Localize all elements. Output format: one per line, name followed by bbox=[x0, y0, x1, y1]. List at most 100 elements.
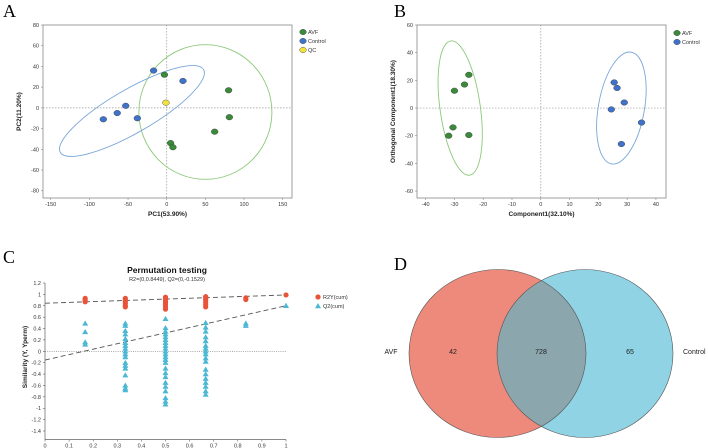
data-point-q2 bbox=[162, 394, 169, 401]
panel-a-pca: -150 -100 -50 0 50 100 150 -80 -60 -40 -20 0 20 40 60 8… bbox=[16, 23, 326, 218]
legend-marker-avf bbox=[673, 30, 681, 36]
x-tick-label: 20 bbox=[595, 202, 601, 208]
data-point-q2 bbox=[122, 322, 129, 328]
data-point-avf bbox=[465, 132, 473, 139]
data-point-control bbox=[179, 77, 187, 84]
x-tick-label: -50 bbox=[124, 202, 132, 208]
panel-label-c: C bbox=[3, 247, 15, 267]
venn-outline-control bbox=[496, 269, 674, 438]
data-point-q2 bbox=[122, 387, 129, 393]
x-tick-label: 0.1 bbox=[65, 444, 73, 448]
data-point-q2 bbox=[202, 345, 209, 351]
x-tick-label: 100 bbox=[239, 202, 248, 208]
data-point-avf bbox=[225, 114, 233, 121]
legend-label-control: Control bbox=[682, 40, 700, 46]
data-point-q2 bbox=[202, 358, 209, 364]
data-point-q2 bbox=[122, 339, 129, 345]
data-point-q2 bbox=[162, 348, 169, 354]
data-point-q2 bbox=[162, 388, 169, 394]
y-tick-label: 0 bbox=[36, 106, 39, 112]
data-point-q2 bbox=[202, 366, 209, 372]
x-tick-label: 50 bbox=[202, 202, 208, 208]
data-point-q2 bbox=[162, 359, 169, 365]
plot-frame bbox=[416, 24, 667, 199]
x-tick-label: 40 bbox=[653, 202, 659, 208]
data-point-r2y bbox=[243, 296, 249, 303]
y-tick-label: -60 bbox=[31, 168, 39, 174]
data-point-r2y bbox=[283, 292, 289, 298]
data-point-q2 bbox=[202, 388, 209, 394]
count-intersection: 728 bbox=[535, 349, 547, 356]
x-tick-label: 0.9 bbox=[258, 444, 266, 448]
y-tick-label: -0.4 bbox=[32, 372, 41, 378]
data-point-q2 bbox=[202, 351, 209, 357]
panel-label-a: A bbox=[3, 1, 16, 21]
data-point-q2 bbox=[162, 373, 169, 380]
data-point-control bbox=[637, 119, 646, 126]
data-point-q2 bbox=[202, 342, 209, 348]
data-point-q2 bbox=[202, 319, 209, 326]
y-tick-label: 20 bbox=[407, 78, 413, 84]
y-tick-label: -0.6 bbox=[32, 383, 41, 389]
data-point-q2 bbox=[122, 382, 129, 388]
data-point-q2 bbox=[122, 348, 129, 354]
y-tick-label: -40 bbox=[31, 147, 39, 153]
y-tick-label: 0.8 bbox=[33, 304, 41, 310]
data-point-q2 bbox=[122, 335, 129, 341]
y-axis-label: Orthogonal Component1(18.30%) bbox=[390, 60, 397, 163]
y-tick-label: 60 bbox=[33, 44, 39, 50]
data-point-q2 bbox=[202, 338, 209, 344]
data-point-q2 bbox=[283, 302, 289, 308]
y-tick-label: 1.2 bbox=[33, 281, 41, 287]
data-point-q2 bbox=[242, 322, 249, 328]
count-control-only: 65 bbox=[626, 349, 634, 356]
legend-label-q2: Q2(cum) bbox=[323, 304, 345, 310]
x-tick-label: -100 bbox=[84, 202, 95, 208]
legend-label-avf: AVF bbox=[308, 30, 319, 36]
y-tick-label: -20 bbox=[405, 134, 413, 140]
panel-label-d: D bbox=[394, 254, 407, 274]
y-tick-label: -0.8 bbox=[32, 395, 41, 401]
data-point-avf bbox=[160, 71, 169, 78]
data-point-q2 bbox=[122, 327, 129, 334]
y-tick-label: 0.4 bbox=[33, 327, 41, 333]
x-tick-label: 0 bbox=[43, 444, 46, 448]
legend-label-control: Control bbox=[308, 39, 326, 45]
data-point-q2 bbox=[122, 345, 129, 351]
legend-label-avf: AVF bbox=[682, 31, 693, 37]
x-axis-label: PC1(53.90%) bbox=[148, 211, 187, 218]
data-point-q2 bbox=[162, 345, 169, 351]
data-point-r2y bbox=[122, 304, 128, 310]
x-tick-label: 150 bbox=[278, 202, 287, 208]
data-point-q2 bbox=[202, 348, 209, 354]
data-point-q2 bbox=[162, 365, 169, 371]
data-point-control bbox=[617, 141, 625, 148]
data-point-q2 bbox=[162, 324, 169, 331]
confidence-ellipse-avf bbox=[437, 40, 483, 176]
data-point-q2 bbox=[122, 351, 129, 357]
data-point-avf bbox=[460, 81, 469, 88]
data-point-control bbox=[607, 106, 615, 113]
x-tick-label: 0.5 bbox=[162, 444, 170, 448]
data-point-q2 bbox=[202, 328, 209, 334]
data-point-q2 bbox=[162, 379, 169, 385]
y-tick-label: 20 bbox=[33, 85, 39, 91]
data-point-control bbox=[613, 84, 621, 91]
legend-marker-qc bbox=[299, 47, 307, 53]
venn-intersection bbox=[497, 269, 586, 438]
data-point-q2 bbox=[162, 354, 169, 360]
data-point-q2 bbox=[202, 324, 209, 330]
legend-marker-control bbox=[299, 38, 307, 44]
legend-label-r2y: R2Y(cum) bbox=[323, 295, 348, 301]
x-tick-label: -30 bbox=[450, 202, 458, 208]
y-tick-label: 0.2 bbox=[33, 338, 41, 344]
x-tick-label: 0 bbox=[539, 202, 542, 208]
y-tick-label: -60 bbox=[405, 189, 413, 195]
y-tick-label: 0 bbox=[38, 349, 41, 355]
data-point-q2 bbox=[162, 342, 169, 348]
x-tick-label: -40 bbox=[422, 202, 430, 208]
data-point-control bbox=[113, 110, 121, 117]
data-point-q2 bbox=[122, 365, 129, 371]
data-point-q2 bbox=[122, 362, 129, 368]
